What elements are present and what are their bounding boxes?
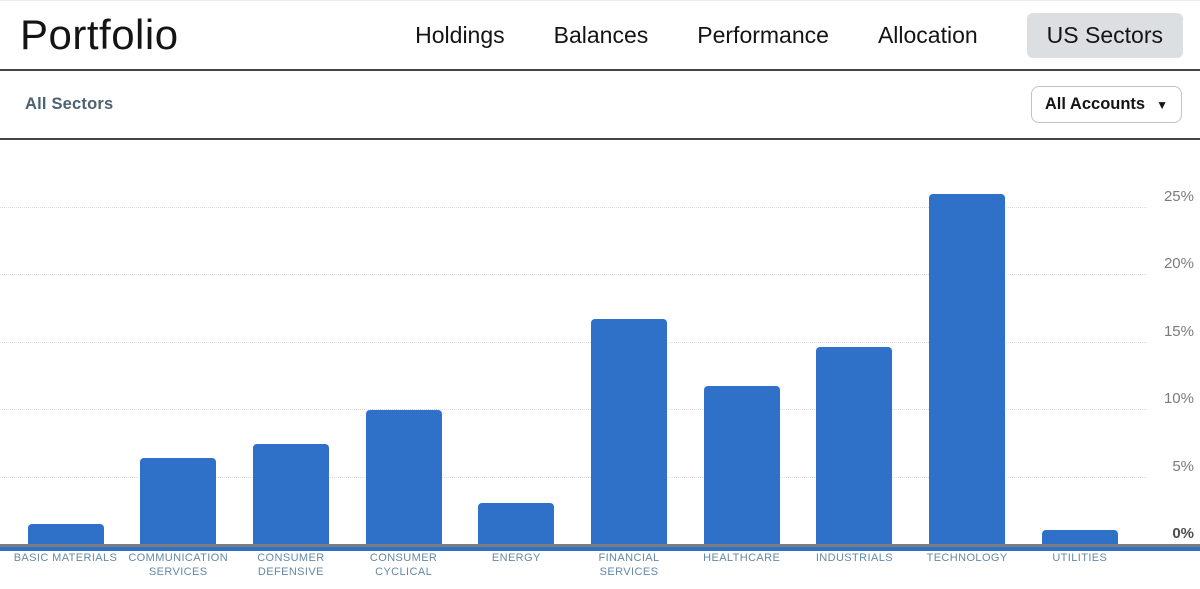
x-axis-label-energy: ENERGY bbox=[491, 552, 541, 564]
chart-toolbar: All Sectors All Accounts ▼ bbox=[0, 71, 1200, 140]
app-header: Portfolio Holdings Balances Performance All… bbox=[0, 1, 1200, 71]
nav-tab-performance[interactable]: Performance bbox=[697, 21, 829, 48]
gridline-10 bbox=[0, 409, 1147, 410]
x-axis-label-healthcare: HEALTHCARE bbox=[703, 552, 781, 564]
x-axis-label-consumer-defensive: CONSUMER DEFENSIVE bbox=[257, 552, 325, 578]
y-axis-tick-20: 20% bbox=[1163, 255, 1194, 272]
bar-consumer-cyclical[interactable] bbox=[365, 410, 442, 544]
nav-tab-balances[interactable]: Balances bbox=[553, 21, 649, 48]
y-axis-tick-0: 0% bbox=[1172, 525, 1194, 542]
x-axis-label-technology: TECHNOLOGY bbox=[926, 552, 1008, 564]
nav-tab-us-sectors[interactable]: US Sectors bbox=[1026, 12, 1183, 58]
y-axis-tick-5: 5% bbox=[1172, 457, 1194, 475]
bar-utilities[interactable] bbox=[1041, 530, 1118, 544]
bar-communication-services[interactable] bbox=[140, 458, 217, 544]
page-title: Portfolio bbox=[20, 11, 179, 58]
plot-area: 0% 5% 10% 15% 20% 25% BASIC MATERIALS COMMUNICA… bbox=[0, 140, 1200, 588]
gridline-20 bbox=[0, 274, 1147, 275]
section-title: All Sectors bbox=[25, 95, 114, 113]
bar-technology[interactable] bbox=[929, 194, 1006, 544]
y-axis-tick-15: 15% bbox=[1163, 322, 1194, 340]
main-nav: Holdings Balances Performance Allocation US … bbox=[415, 12, 1183, 58]
x-axis-label-consumer-cyclical: CONSUMER CYCLICAL bbox=[369, 552, 438, 578]
x-axis-label-financial-services: FINANCIAL SERVICES bbox=[598, 552, 660, 578]
gridline-25 bbox=[0, 206, 1147, 208]
y-axis-tick-10: 10% bbox=[1163, 390, 1194, 407]
bar-energy[interactable] bbox=[478, 503, 555, 544]
x-axis-label-industrials: INDUSTRIALS bbox=[815, 552, 893, 564]
bar-healthcare[interactable] bbox=[703, 386, 780, 544]
account-filter-dropdown[interactable]: All Accounts ▼ bbox=[1030, 86, 1182, 123]
x-axis-line bbox=[0, 544, 1200, 547]
bar-industrials[interactable] bbox=[816, 347, 893, 544]
x-axis-accent-line bbox=[0, 547, 1200, 551]
chevron-down-icon: ▼ bbox=[1156, 97, 1168, 112]
sector-allocation-chart: 0% 5% 10% 15% 20% 25% BASIC MATERIALS COMMUNICA… bbox=[0, 140, 1200, 588]
x-axis-label-basic-materials: BASIC MATERIALS bbox=[13, 552, 118, 564]
nav-tab-allocation[interactable]: Allocation bbox=[877, 21, 978, 48]
y-axis-tick-25: 25% bbox=[1163, 187, 1194, 205]
x-axis-label-communication-services: COMMUNICATION SERVICES bbox=[128, 552, 229, 578]
account-filter-label: All Accounts bbox=[1044, 95, 1146, 113]
x-axis-label-utilities: UTILITIES bbox=[1052, 552, 1108, 564]
gridline-5 bbox=[0, 476, 1147, 478]
bar-basic-materials[interactable] bbox=[27, 524, 104, 544]
gridline-15 bbox=[0, 341, 1147, 343]
bar-consumer-defensive[interactable] bbox=[252, 444, 329, 544]
nav-tab-holdings[interactable]: Holdings bbox=[415, 21, 505, 48]
bar-financial-services[interactable] bbox=[591, 319, 667, 544]
